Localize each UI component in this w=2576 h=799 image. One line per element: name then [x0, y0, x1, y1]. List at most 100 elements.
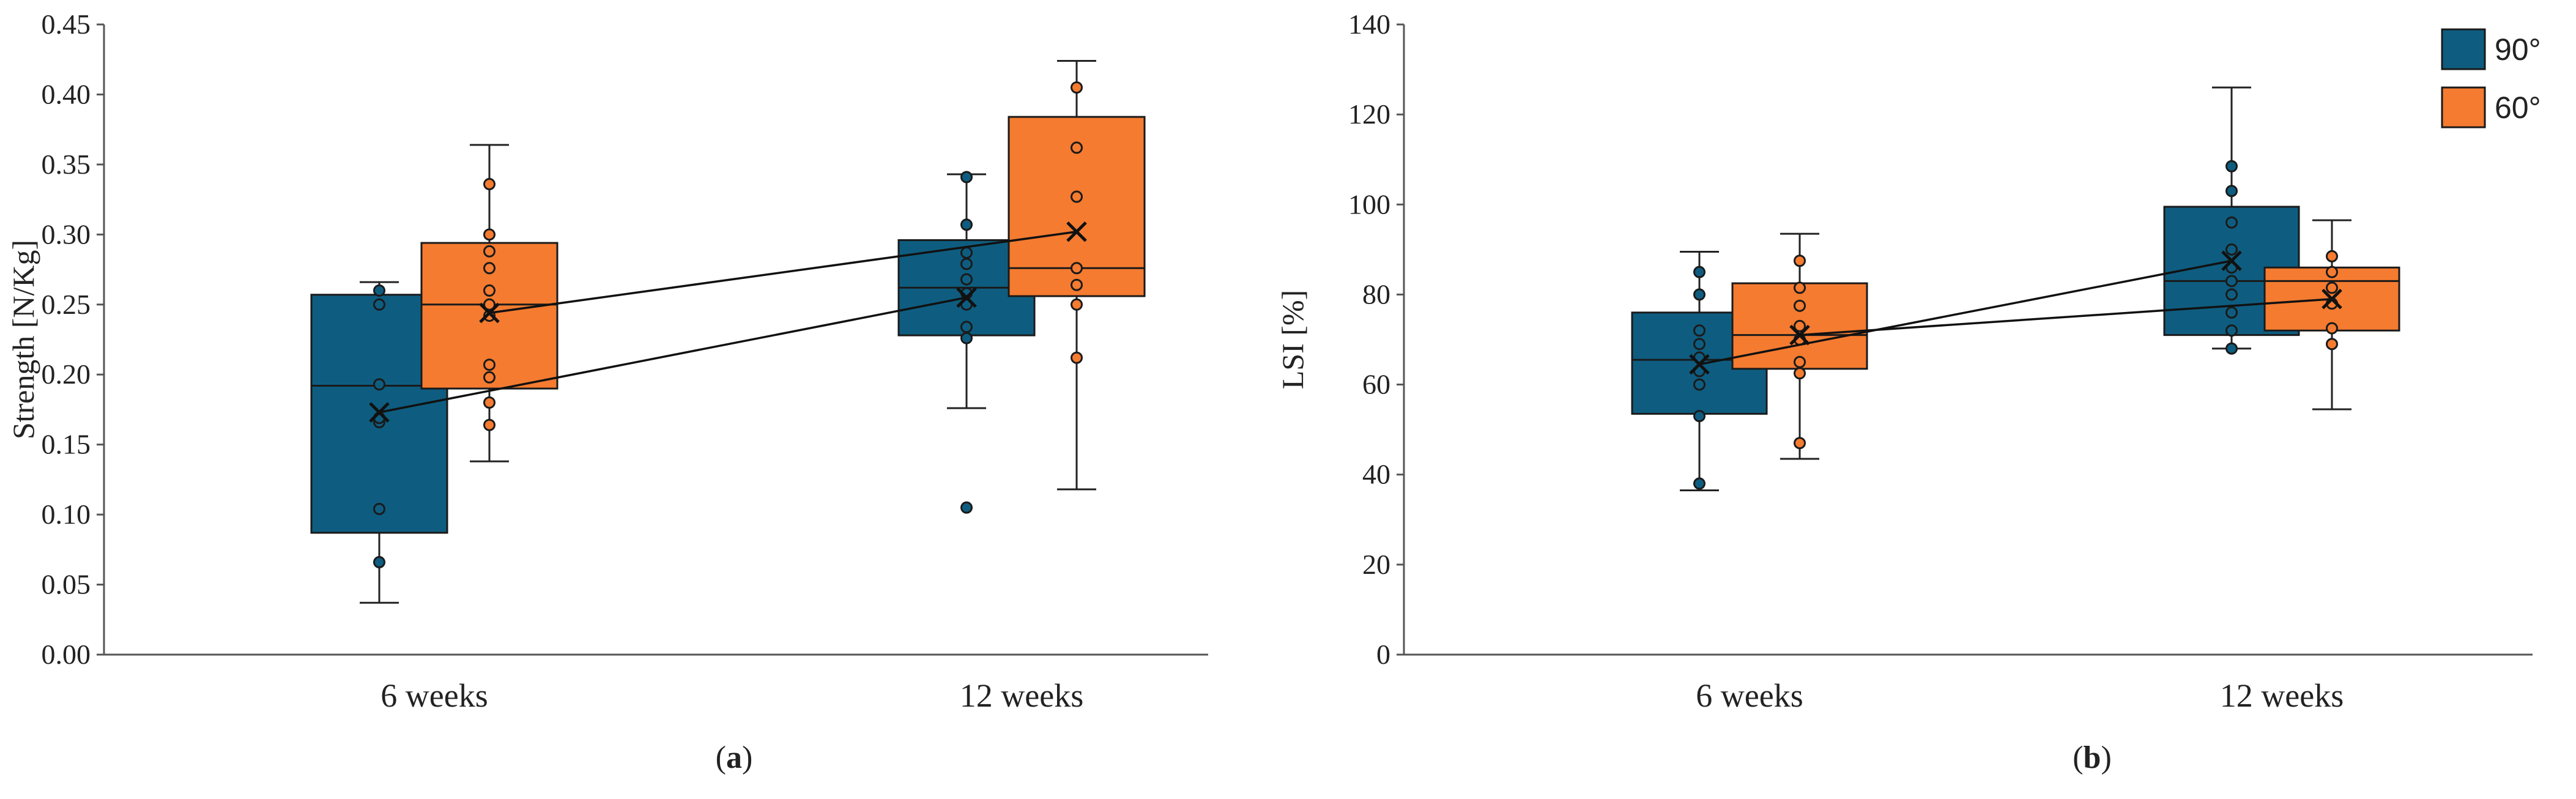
- panel-label: (a): [716, 740, 753, 775]
- mean-trend-line: [489, 231, 1077, 314]
- y-tick-label: 60: [1362, 369, 1390, 400]
- legend-label: 60°: [2495, 91, 2541, 125]
- data-point: [2225, 275, 2238, 288]
- y-tick-label: 0.20: [42, 359, 91, 390]
- mean-trend-line: [379, 296, 967, 414]
- data-point: [1071, 298, 1083, 311]
- data-point: [483, 284, 496, 297]
- panel-label: (b): [2073, 740, 2112, 775]
- y-tick-label: 0.10: [42, 499, 91, 530]
- data-point: [2225, 306, 2238, 319]
- y-tick-label: 100: [1348, 188, 1390, 220]
- mean-marker: [1689, 354, 1710, 375]
- y-tick-label: 0.40: [42, 78, 91, 110]
- data-point: [373, 284, 385, 297]
- data-point: [483, 228, 496, 241]
- data-point: [1071, 190, 1083, 203]
- data-point: [483, 396, 496, 409]
- data-point: [960, 321, 973, 333]
- x-category-label: 12 weeks: [960, 677, 1083, 714]
- mean-trend-line: [1699, 259, 2232, 366]
- data-point: [960, 218, 973, 231]
- data-point: [960, 171, 973, 184]
- y-axis-title: LSI [%]: [1275, 290, 1310, 389]
- data-point: [2225, 216, 2238, 229]
- mean-marker: [369, 402, 390, 423]
- data-point: [1693, 410, 1706, 423]
- y-tick-label: 140: [1348, 9, 1390, 40]
- data-point: [1071, 262, 1083, 275]
- data-point: [960, 273, 973, 286]
- data-point: [1693, 266, 1706, 278]
- mean-marker: [2322, 289, 2342, 310]
- data-point: [483, 262, 496, 275]
- data-point: [1071, 141, 1083, 154]
- data-point: [1794, 437, 1806, 450]
- data-point: [1693, 324, 1706, 337]
- panel-b-lsi-chart: 0 20 40 60 80 100 120 140 LSI [%] 6 weeks 12 weeks…: [1275, 9, 2533, 775]
- data-point: [483, 418, 496, 431]
- legend-swatch-90: [2441, 28, 2486, 70]
- y-tick-label: 0.25: [42, 289, 91, 320]
- mean-marker: [479, 302, 500, 324]
- data-point: [2225, 288, 2238, 301]
- legend-label: 90°: [2495, 32, 2541, 67]
- data-point: [1693, 288, 1706, 301]
- data-point: [1693, 477, 1706, 490]
- y-tick-label: 0.15: [42, 429, 91, 460]
- data-point: [2225, 160, 2238, 173]
- y-tick-label: 0: [1376, 639, 1390, 670]
- y-tick-label: 0.05: [42, 569, 91, 600]
- data-point: [1794, 255, 1806, 267]
- y-tick-label: 0.35: [42, 149, 91, 180]
- data-point: [2326, 338, 2338, 351]
- data-point: [2225, 342, 2238, 355]
- y-tick-label: 80: [1362, 278, 1390, 310]
- data-point: [2225, 243, 2238, 256]
- data-point: [1071, 81, 1083, 94]
- mean-trend-line: [1799, 298, 2333, 336]
- y-tick-label: 40: [1362, 459, 1390, 490]
- data-point: [373, 556, 385, 568]
- data-point: [2326, 250, 2338, 262]
- data-point: [1071, 278, 1083, 291]
- panel-a-strength-chart: 0.00 0.05 0.10 0.15 0.20 0.25 0.30 0.35 0.40 0.45…: [6, 9, 1208, 775]
- data-point: [483, 245, 496, 258]
- y-axis-title: Strength [N/Kg]: [6, 240, 40, 439]
- data-point: [1794, 355, 1806, 368]
- x-category-label: 6 weeks: [1696, 677, 1803, 714]
- data-point: [2225, 185, 2238, 198]
- data-point: [2225, 324, 2238, 337]
- data-point: [960, 247, 973, 259]
- data-point: [2326, 322, 2338, 335]
- x-category-label: 6 weeks: [380, 677, 488, 714]
- data-point: [960, 332, 973, 344]
- data-point: [1693, 338, 1706, 351]
- y-tick-label: 0.45: [42, 9, 91, 40]
- data-point: [2326, 266, 2338, 278]
- data-point: [1794, 319, 1806, 332]
- x-category-label: 12 weeks: [2220, 677, 2344, 714]
- mean-marker: [956, 287, 977, 308]
- data-point: [373, 502, 385, 515]
- data-point: [1794, 299, 1806, 312]
- data-point: [1794, 281, 1806, 294]
- data-point: [2326, 281, 2338, 294]
- data-point: [1071, 351, 1083, 364]
- data-point: [373, 298, 385, 311]
- data-point: [960, 501, 973, 514]
- mean-marker: [1066, 221, 1087, 242]
- data-point: [483, 359, 496, 371]
- mean-marker: [1789, 324, 1810, 346]
- mean-marker: [2221, 250, 2242, 272]
- y-tick-label: 0.00: [42, 639, 91, 670]
- data-point: [373, 378, 385, 391]
- data-point: [960, 258, 973, 270]
- data-point: [1794, 367, 1806, 380]
- data-point: [483, 177, 496, 190]
- data-point: [1693, 378, 1706, 391]
- legend: 90° 60°: [2441, 28, 2541, 128]
- y-tick-label: 20: [1362, 549, 1390, 580]
- y-tick-label: 120: [1348, 98, 1390, 130]
